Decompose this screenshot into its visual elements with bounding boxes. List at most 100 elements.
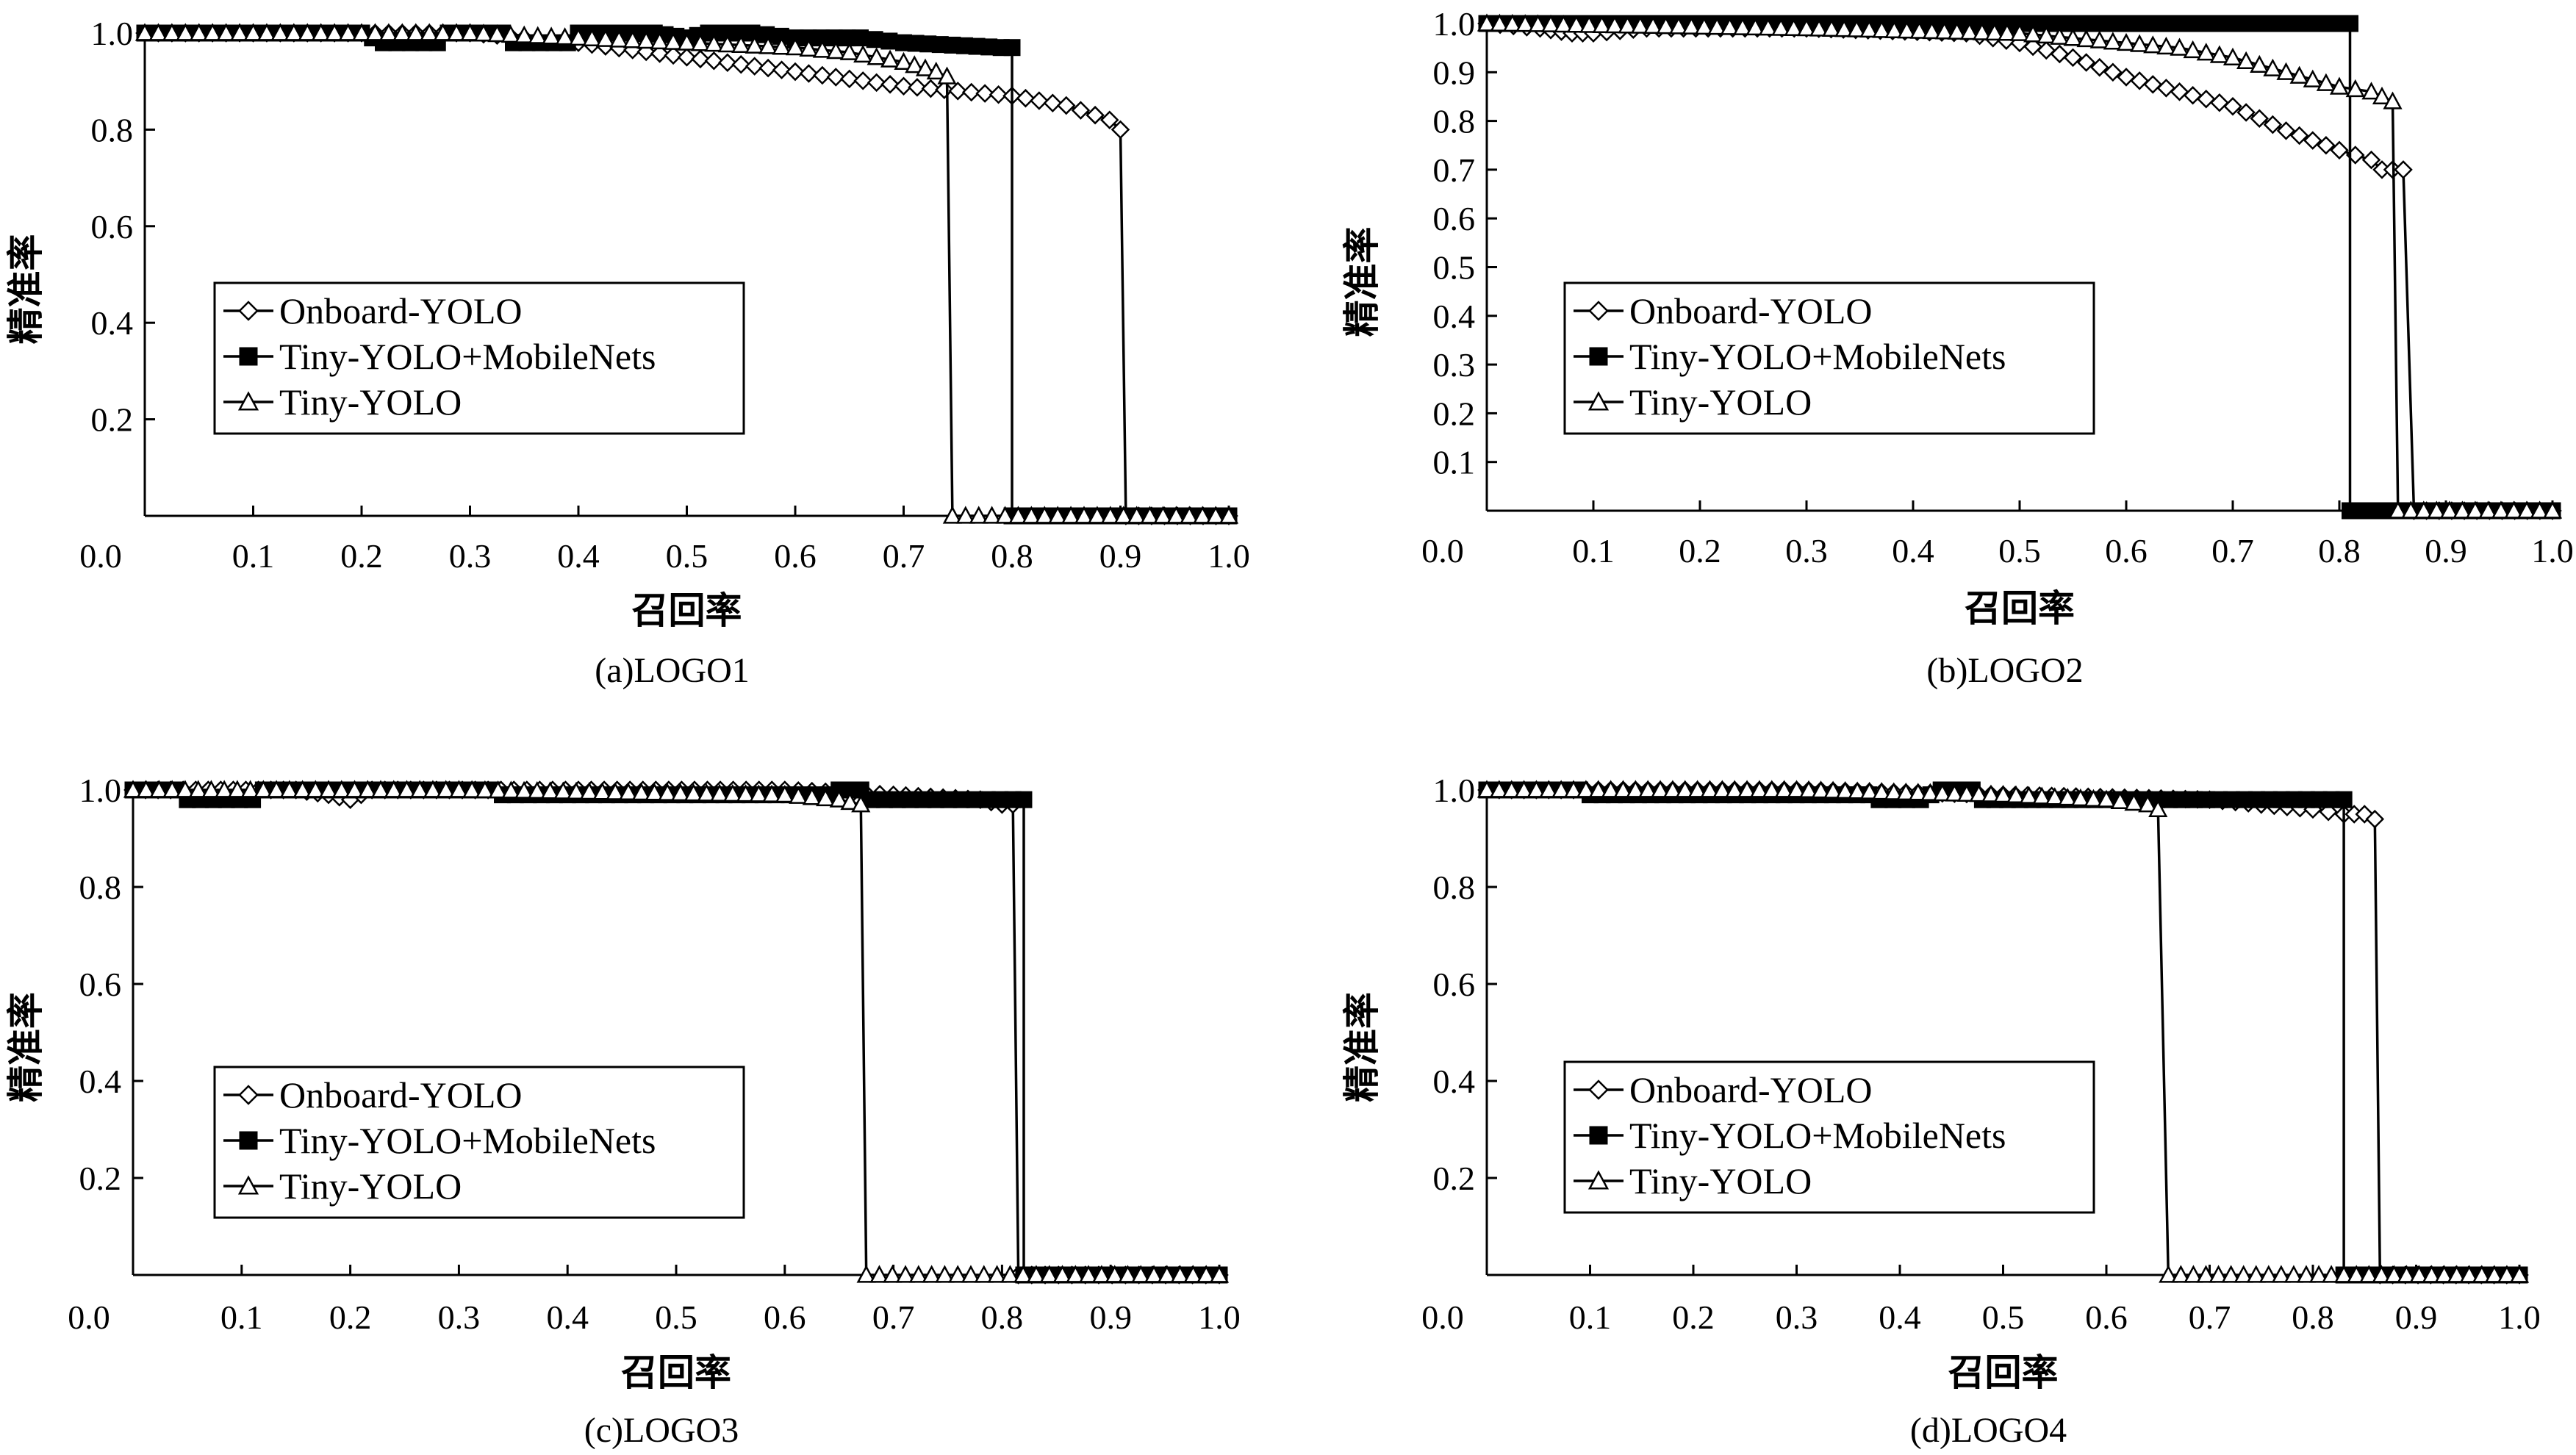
series-point	[718, 53, 737, 73]
y-axis-title: 精准率	[1341, 227, 1383, 337]
series-point	[189, 23, 209, 41]
y-tick-label: 0.3	[1433, 346, 1476, 384]
legend-box	[213, 281, 745, 435]
series-point	[243, 23, 263, 41]
series-point	[1604, 15, 1625, 34]
series-point	[867, 73, 886, 93]
series-point	[1872, 782, 1892, 800]
series-point	[1643, 15, 1663, 35]
series-point	[270, 23, 290, 41]
series-point	[2434, 1265, 2454, 1283]
legend: Onboard-YOLO Tiny-YOLO+MobileNetsTiny-YOL…	[213, 281, 745, 435]
series-point	[2045, 787, 2064, 805]
series-point	[2422, 1265, 2442, 1283]
series-point	[2130, 71, 2149, 90]
series-point	[1984, 22, 2004, 41]
legend-label: Tiny-YOLO	[1629, 1160, 1812, 1201]
legend-marker	[239, 347, 258, 366]
series-point	[905, 55, 925, 73]
panel-caption: (a)LOGO1	[595, 651, 750, 690]
series-point	[2037, 40, 2056, 60]
legend-label: Tiny-YOLO	[279, 1165, 462, 1207]
x-tick-label: 0.7	[883, 537, 925, 575]
series-point	[1539, 780, 1559, 798]
legend-box	[1563, 1060, 2095, 1214]
series-point	[1554, 14, 1574, 33]
series-point	[229, 23, 250, 41]
series-point	[974, 1265, 994, 1283]
series-point	[1656, 16, 1676, 35]
y-tick-label: 0.2	[79, 1160, 122, 1197]
series-point	[1694, 16, 1714, 35]
series-point	[216, 23, 236, 41]
series-point	[2063, 28, 2083, 46]
y-tick-label: 1.0	[1433, 5, 1476, 43]
series-point	[345, 780, 365, 798]
series-point	[618, 782, 639, 801]
series-point	[839, 42, 859, 60]
x-tick-label: 0.8	[991, 537, 1033, 575]
series-onboard-yolo	[135, 24, 1238, 525]
series-point	[488, 780, 508, 799]
series-point	[853, 44, 873, 63]
x-tick-label: 0.4	[1892, 532, 1934, 570]
series-point	[982, 506, 1002, 524]
series-point	[955, 506, 975, 524]
x-tick-label: 0.1	[1572, 532, 1615, 570]
series-point	[2345, 79, 2365, 98]
x-tick-label: 0.0	[1421, 1298, 1464, 1336]
series-point	[2050, 26, 2070, 45]
series-point	[460, 23, 480, 41]
series-point	[856, 1265, 876, 1283]
series-point	[1579, 15, 1599, 33]
series-point	[2516, 500, 2537, 519]
series-point	[555, 27, 575, 46]
series-point	[1896, 782, 1916, 801]
series-point	[123, 780, 143, 798]
series-point	[2465, 500, 2485, 519]
series-point	[1087, 506, 1107, 524]
series-point	[2130, 34, 2150, 52]
series-point	[894, 76, 914, 96]
series-point	[1822, 18, 1842, 37]
x-tick-label: 0.7	[872, 1298, 915, 1336]
series-point	[2342, 15, 2358, 32]
series-point	[2530, 500, 2550, 519]
series-point	[423, 780, 443, 798]
series-point	[2089, 57, 2109, 77]
x-tick-label: 0.0	[68, 1298, 110, 1336]
series-tiny-yolo	[1477, 13, 2563, 519]
x-tick-label: 0.4	[546, 1298, 589, 1336]
series-point	[1039, 1265, 1059, 1283]
series-point	[1630, 15, 1650, 34]
series-point	[1113, 506, 1133, 524]
series-point	[2209, 1265, 2228, 1283]
series-point	[2372, 1265, 2392, 1283]
series-point	[1052, 1265, 1072, 1283]
series-point	[645, 783, 664, 801]
series-point	[1180, 506, 1199, 524]
series-point	[745, 35, 764, 54]
series-point	[2148, 799, 2168, 817]
series-point	[298, 23, 317, 41]
series-point	[1205, 506, 1226, 524]
series-point	[227, 780, 247, 798]
series-point	[1526, 780, 1546, 798]
x-tick-label: 0.1	[220, 1298, 263, 1336]
x-tick-label: 0.3	[449, 537, 492, 575]
series-point	[2303, 69, 2322, 87]
series-point	[851, 794, 871, 813]
series-point	[1588, 780, 1608, 798]
series-point	[961, 82, 981, 102]
series-point	[1166, 506, 1186, 524]
series-point	[880, 75, 900, 94]
series-point	[2037, 25, 2056, 44]
series-point	[852, 29, 869, 47]
legend-marker	[238, 1085, 259, 1105]
series-point	[1934, 21, 1954, 40]
series-point	[2397, 1265, 2417, 1283]
series-point	[2283, 1265, 2304, 1283]
series-point	[2427, 500, 2447, 519]
series-point	[1196, 1265, 1216, 1283]
